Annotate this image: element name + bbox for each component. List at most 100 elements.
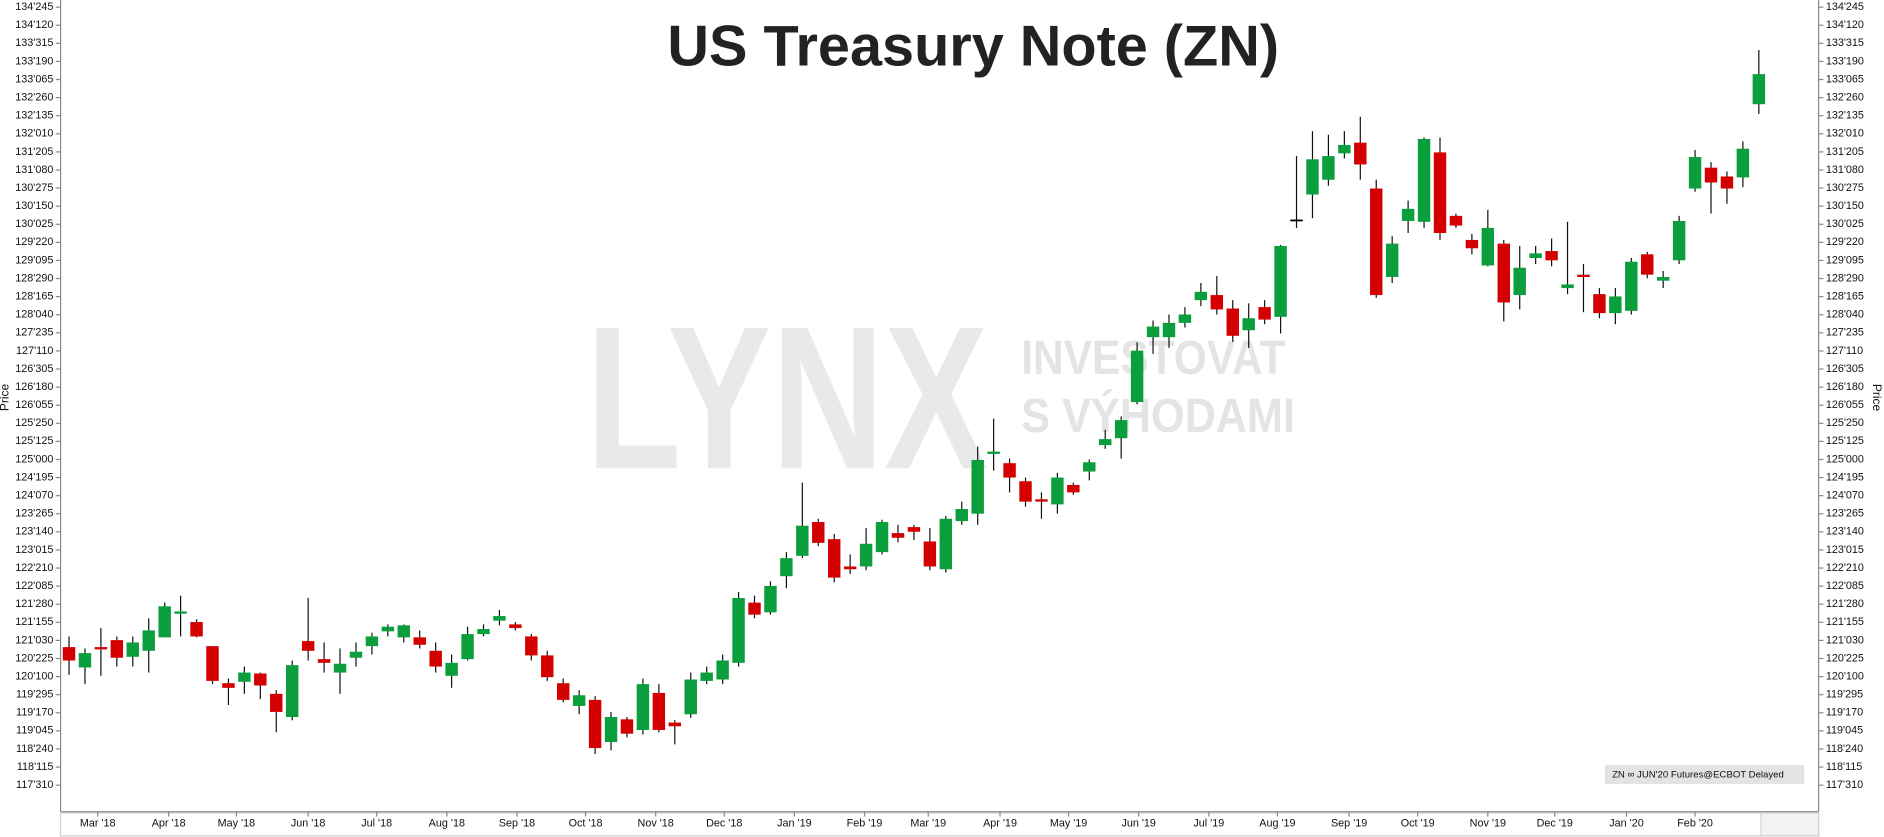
candle-body <box>1178 314 1192 323</box>
candle-body <box>1242 318 1255 331</box>
y-tick-label: 131'080 <box>15 164 53 176</box>
y-tick-label: 132'260 <box>15 91 53 103</box>
y-tick-label: 126'055 <box>1826 399 1864 411</box>
y-tick-label: 133'190 <box>1826 55 1864 67</box>
y-tick-label: 133'315 <box>15 37 53 49</box>
candle-body <box>859 543 873 567</box>
candle-body <box>700 672 713 681</box>
candle-body <box>748 602 761 615</box>
x-tick-label: Apr '19 <box>983 818 1017 830</box>
y-axis-label: Price <box>1870 384 1884 412</box>
candle-body <box>875 522 889 553</box>
candle-body <box>1656 276 1670 281</box>
candle-body <box>1083 462 1096 472</box>
x-tick-label: Oct '19 <box>1401 818 1435 830</box>
y-tick-label: 122'210 <box>15 562 53 574</box>
candle-body <box>429 650 442 667</box>
candle-body <box>1130 350 1144 403</box>
y-tick-label: 126'305 <box>15 363 53 375</box>
candle-body <box>1688 157 1702 189</box>
candle-body <box>1306 159 1319 195</box>
candle-body <box>1704 167 1718 183</box>
y-tick-label: 128'290 <box>15 272 53 284</box>
y-tick-label: 129'220 <box>1826 236 1864 248</box>
y-tick-label: 124'070 <box>1826 490 1864 502</box>
x-tick-label: May '19 <box>1050 818 1087 830</box>
y-tick-label: 125'125 <box>1826 435 1864 447</box>
y-tick-label: 130'025 <box>15 218 53 230</box>
candle-body <box>1497 243 1510 303</box>
candle-body <box>397 625 411 638</box>
y-tick-label: 133'065 <box>1826 73 1864 85</box>
y-tick-label: 129'095 <box>1826 254 1864 266</box>
candle-body <box>923 541 937 567</box>
x-tick-label: Feb '20 <box>1677 818 1713 830</box>
candle-body <box>1417 138 1431 222</box>
candle-body <box>365 636 379 647</box>
candle-body <box>1370 188 1383 296</box>
candle-body <box>1019 481 1032 502</box>
candle-body <box>1465 239 1479 249</box>
candle-body <box>445 662 458 676</box>
y-tick-label: 123'140 <box>15 526 53 538</box>
candle-body <box>1051 477 1064 505</box>
candle-body <box>843 566 857 570</box>
y-tick-label: 127'235 <box>15 327 53 339</box>
x-tick-label: Jul '19 <box>1193 818 1224 830</box>
y-tick-label: 130'275 <box>15 182 53 194</box>
candle-body <box>381 626 395 632</box>
candle-body <box>604 717 618 743</box>
x-tick-label: Mar '18 <box>80 818 116 830</box>
scroll-handle[interactable] <box>1760 812 1820 837</box>
y-axis-label: Price <box>0 383 12 411</box>
x-tick-label: Jun '19 <box>1121 818 1155 830</box>
y-tick-label: 121'280 <box>15 598 53 610</box>
candle-body <box>652 692 666 730</box>
candle-body <box>525 636 538 656</box>
x-tick-label: Oct '18 <box>569 818 603 830</box>
y-tick-label: 119'295 <box>1826 689 1863 701</box>
y-tick-label: 123'140 <box>1826 526 1864 538</box>
y-tick-label: 121'155 <box>1826 616 1864 628</box>
candle-body <box>222 683 235 688</box>
y-tick-label: 123'015 <box>1826 544 1864 556</box>
y-tick-label: 118'115 <box>1826 761 1863 773</box>
y-tick-label: 129'220 <box>15 236 53 248</box>
y-tick-label: 132'010 <box>1826 128 1864 140</box>
candle-body <box>301 641 315 651</box>
candle-body <box>732 597 745 663</box>
candle-body <box>190 622 203 637</box>
y-tick-label: 121'030 <box>15 634 53 646</box>
candle-body <box>987 451 1000 454</box>
x-tick-label: Apr '18 <box>152 818 186 830</box>
candle-body <box>1274 245 1287 317</box>
y-tick-label: 130'275 <box>1826 182 1864 194</box>
candle-body <box>1529 253 1542 258</box>
candle-body <box>333 663 347 673</box>
y-tick-label: 118'115 <box>17 761 54 773</box>
y-tick-label: 126'055 <box>15 399 53 411</box>
candle-body <box>174 611 187 614</box>
candle-body <box>1035 499 1048 502</box>
y-tick-label: 133'065 <box>15 73 53 85</box>
candle-body <box>541 655 554 678</box>
watermark-logo: LYNX <box>586 284 988 512</box>
candle-body <box>1290 219 1303 222</box>
candle-body <box>1099 439 1112 446</box>
candle-body <box>1672 220 1686 261</box>
x-tick-label: Nov '19 <box>1470 818 1506 830</box>
y-tick-label: 122'085 <box>1826 580 1864 592</box>
x-tick-label: Sep '18 <box>499 818 535 830</box>
y-tick-label: 125'250 <box>15 417 53 429</box>
y-tick-label: 119'045 <box>16 725 53 737</box>
y-tick-label: 124'195 <box>1826 471 1864 483</box>
candle-body <box>1625 261 1638 311</box>
y-tick-label: 120'225 <box>1826 652 1864 664</box>
y-tick-label: 127'235 <box>1826 327 1864 339</box>
chart-title: US Treasury Note (ZN) <box>667 15 1279 79</box>
candle-body <box>812 522 825 543</box>
y-tick-label: 117'310 <box>1826 779 1863 791</box>
candle-body <box>1609 296 1622 314</box>
candle-body <box>907 527 921 532</box>
